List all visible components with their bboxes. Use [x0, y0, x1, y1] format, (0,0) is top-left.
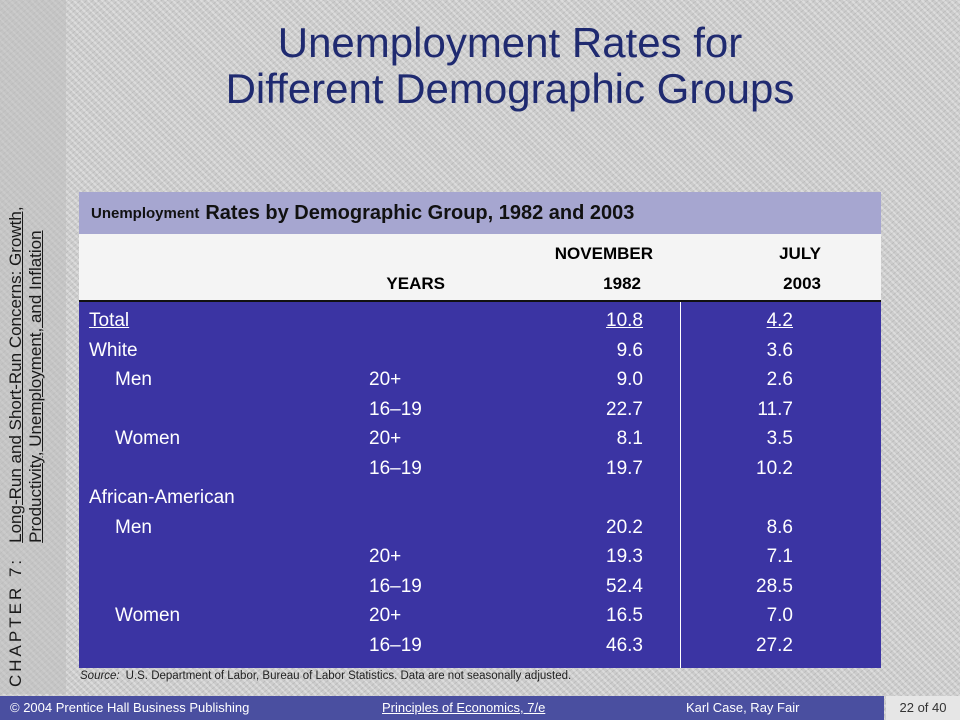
- column-divider: [680, 302, 681, 668]
- table-body: Total 10.8 4.2 White 9.6 3.6 Men 20+ 9.0 2.6 16–19…: [79, 302, 881, 668]
- source-label: Source:: [80, 670, 120, 682]
- row-years: 20+: [369, 369, 402, 390]
- value-nov-1982: 46.3: [606, 634, 643, 656]
- row-label: African-American: [89, 487, 235, 508]
- row-years: 16–19: [369, 398, 422, 420]
- table-header: YEARS NOVEMBER 1982 JULY 2003: [79, 234, 881, 302]
- value-jul-2003: 10.2: [756, 457, 793, 479]
- value-nov-1982: 19.3: [606, 546, 643, 567]
- value-jul-2003: 27.2: [756, 634, 793, 656]
- source-text: U.S. Department of Labor, Bureau of Labo…: [125, 670, 572, 682]
- page-number: 22 of 40: [886, 696, 960, 720]
- value-jul-2003: 7.0: [766, 605, 793, 626]
- row-label: Women: [115, 605, 181, 626]
- header-july: JULY: [779, 244, 821, 263]
- row-years: 16–19: [369, 575, 422, 597]
- value-nov-1982: 16.5: [606, 605, 643, 626]
- header-november: NOVEMBER: [554, 244, 653, 263]
- row-years: 20+: [369, 546, 402, 567]
- row-years: 16–19: [369, 634, 422, 656]
- row-label: Men: [115, 369, 152, 390]
- row-years: 16–19: [369, 457, 422, 479]
- slide-title-line1: Unemployment Rates for: [277, 19, 743, 66]
- value-nov-1982: 8.1: [616, 428, 643, 449]
- header-1982: 1982: [603, 274, 641, 293]
- footer-copyright: © 2004 Prentice Hall Business Publishing: [10, 700, 250, 715]
- header-years: YEARS: [386, 274, 445, 293]
- row-label: Women: [115, 428, 181, 449]
- row-label: Total: [89, 310, 130, 331]
- chapter-topic-line2: Productivity, Unemployment, and Inflatio…: [26, 230, 45, 543]
- chapter-label: CHAPTER 7:: [6, 556, 25, 687]
- value-nov-1982: 9.0: [616, 369, 643, 390]
- header-2003: 2003: [783, 274, 821, 293]
- value-jul-2003: 2.6: [766, 369, 793, 390]
- value-nov-1982: 10.8: [606, 310, 643, 331]
- source-note: Source: U.S. Department of Labor, Bureau …: [80, 670, 571, 682]
- table-caption-small: Unemployment: [91, 204, 200, 222]
- value-jul-2003: 3.6: [766, 339, 793, 361]
- value-jul-2003: 28.5: [756, 575, 793, 597]
- row-label: White: [89, 339, 138, 361]
- value-nov-1982: 19.7: [606, 457, 643, 479]
- footer-bar: © 2004 Prentice Hall Business Publishing…: [0, 696, 884, 720]
- value-jul-2003: 11.7: [757, 398, 793, 420]
- chapter-topic: Long-Run and Short-Run Concerns: Growth,…: [6, 206, 46, 542]
- table-caption-main: Rates by Demographic Group, 1982 and 200…: [205, 201, 635, 224]
- chapter-topic-line1: Long-Run and Short-Run Concerns: Growth,: [6, 206, 25, 543]
- slide-title: Unemployment Rates for Different Demogra…: [120, 20, 900, 112]
- value-jul-2003: 8.6: [766, 516, 793, 538]
- row-label: Men: [115, 516, 152, 538]
- value-nov-1982: 20.2: [606, 516, 643, 538]
- footer-book: Principles of Economics, 7/e: [382, 700, 546, 715]
- slide-title-line2: Different Demographic Groups: [225, 65, 795, 112]
- chapter-sidebar: CHAPTER 7: Long-Run and Short-Run Concern…: [6, 7, 62, 687]
- value-nov-1982: 22.7: [606, 398, 643, 420]
- row-years: 20+: [369, 428, 402, 449]
- value-jul-2003: 4.2: [766, 310, 793, 331]
- footer-authors: Karl Case, Ray Fair: [686, 700, 800, 715]
- value-nov-1982: 52.4: [606, 575, 643, 597]
- value-jul-2003: 3.5: [766, 428, 793, 449]
- value-nov-1982: 9.6: [616, 339, 643, 361]
- row-years: 20+: [369, 605, 402, 626]
- side-strip: [0, 0, 66, 694]
- table-caption: Unemployment Rates by Demographic Group,…: [79, 192, 881, 234]
- data-table: Unemployment Rates by Demographic Group,…: [79, 192, 881, 668]
- value-jul-2003: 7.1: [766, 546, 793, 567]
